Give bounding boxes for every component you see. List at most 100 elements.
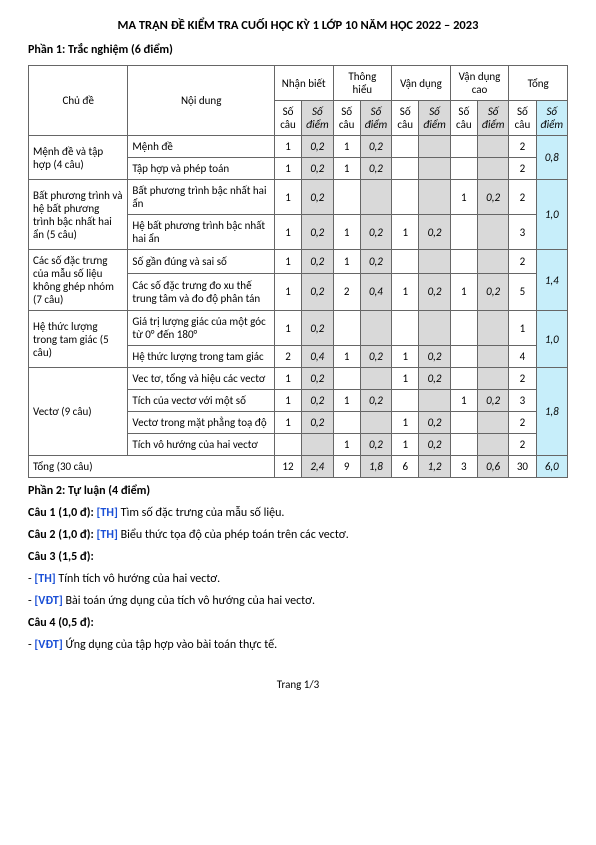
- table-cell: 2: [509, 250, 536, 274]
- table-cell: [360, 311, 391, 346]
- table-cell: [392, 158, 419, 180]
- head-lvl-1: Thông hiểu: [333, 66, 392, 101]
- q3b-tag: [VĐT]: [34, 594, 62, 608]
- table-cell: 0,4: [302, 346, 333, 368]
- table-cell: [360, 412, 391, 434]
- table-cell: [419, 311, 450, 346]
- table-cell: 1: [274, 250, 301, 274]
- table-cell: 0,2: [419, 412, 450, 434]
- table-cell: [333, 412, 360, 434]
- sub-tongdiem: Số điểm: [536, 101, 567, 136]
- page-title: MA TRẬN ĐỀ KIỂM TRA CUỐI HỌC KỲ 1 LỚP 10…: [28, 18, 568, 33]
- table-cell: [450, 158, 477, 180]
- table-cell: 0,2: [419, 215, 450, 250]
- table-cell: [419, 390, 450, 412]
- table-cell: [392, 180, 419, 215]
- table-cell: 1: [333, 215, 360, 250]
- table-cell: 3: [509, 215, 536, 250]
- q3-b: - [VĐT] Bài toán ứng dụng của tích vô hư…: [28, 594, 568, 608]
- noidung-cell: Số gần đúng và sai số: [128, 250, 275, 274]
- table-cell: 1: [509, 311, 536, 346]
- table-cell: 2: [333, 273, 360, 310]
- table-cell: 0,2: [360, 390, 391, 412]
- table-cell: 1: [333, 390, 360, 412]
- table-cell: 1,2: [419, 456, 450, 478]
- table-cell: 1,8: [360, 456, 391, 478]
- table-cell: 1: [274, 273, 301, 310]
- q4a-text: Ứng dụng của tập hợp vào bài toán thực t…: [65, 638, 277, 652]
- table-cell: [477, 136, 508, 158]
- noidung-cell: Tích của vectơ với một số: [128, 390, 275, 412]
- table-row: Hệ thức lượng trong tam giác (5 câu)Giá …: [29, 311, 568, 346]
- chude-cell: Các số đặc trưng của mẫu số liệu không g…: [29, 250, 128, 311]
- table-cell: 0,2: [360, 434, 391, 456]
- noidung-cell: Vec tơ, tổng và hiệu các vectơ: [128, 368, 275, 390]
- sub-socau: Số câu: [274, 101, 301, 136]
- table-cell: [477, 158, 508, 180]
- table-cell: [450, 368, 477, 390]
- q1-prefix: Câu 1 (1,0 đ):: [28, 506, 97, 520]
- table-cell: [450, 346, 477, 368]
- table-cell: 0,2: [302, 273, 333, 310]
- sub-socau: Số câu: [392, 101, 419, 136]
- table-cell: 1: [274, 136, 301, 158]
- table-cell: 3: [509, 390, 536, 412]
- q2-tag: [TH]: [97, 528, 118, 542]
- q3a-tag: [TH]: [34, 572, 55, 586]
- table-cell: [392, 311, 419, 346]
- table-cell: 0,2: [302, 180, 333, 215]
- matrix-table: Chủ đề Nội dung Nhận biết Thông hiểu Vận…: [28, 65, 568, 478]
- table-cell: 1: [392, 215, 419, 250]
- table-cell: 1: [450, 180, 477, 215]
- table-cell: [477, 368, 508, 390]
- q2: Câu 2 (1,0 đ): [TH] Biểu thức tọa độ của…: [28, 528, 568, 542]
- sub-diem: Số điểm: [419, 101, 450, 136]
- sub-diem: Số điểm: [302, 101, 333, 136]
- table-cell: [477, 311, 508, 346]
- table-cell: 1: [274, 215, 301, 250]
- table-cell: 1: [274, 412, 301, 434]
- table-cell: 0,2: [419, 434, 450, 456]
- table-cell: [333, 311, 360, 346]
- noidung-cell: Mệnh đề: [128, 136, 275, 158]
- head-lvl-0: Nhận biết: [274, 66, 333, 101]
- head-lvl-3: Vận dụng cao: [450, 66, 509, 101]
- table-cell: [450, 250, 477, 274]
- sub-diem: Số điểm: [477, 101, 508, 136]
- table-cell: [302, 434, 333, 456]
- table-cell: [392, 250, 419, 274]
- sub-diem: Số điểm: [360, 101, 391, 136]
- table-cell: 1: [450, 273, 477, 310]
- table-cell: 2,4: [302, 456, 333, 478]
- table-cell: 1: [274, 390, 301, 412]
- q2-prefix: Câu 2 (1,0 đ):: [28, 528, 97, 542]
- noidung-cell: Giá trị lượng giác của một góc từ 0° đến…: [128, 311, 275, 346]
- table-cell: 2: [509, 158, 536, 180]
- total-label: Tổng (30 câu): [29, 456, 275, 478]
- q3-title: Câu 3 (1,5 đ):: [28, 550, 568, 564]
- head-chude: Chủ đề: [29, 66, 128, 136]
- table-cell: 1: [333, 434, 360, 456]
- table-cell: 1: [274, 368, 301, 390]
- table-cell: [477, 346, 508, 368]
- tongdiem-cell: 1,0: [536, 180, 567, 250]
- table-cell: 0,2: [302, 136, 333, 158]
- table-cell: 1: [333, 346, 360, 368]
- q3b-text: Bài toán ứng dụng của tích vô hướng của …: [65, 594, 315, 608]
- table-cell: [450, 311, 477, 346]
- q4a-tag: [VĐT]: [34, 638, 62, 652]
- table-cell: 0,4: [360, 273, 391, 310]
- table-cell: 2: [509, 412, 536, 434]
- table-cell: [360, 180, 391, 215]
- table-cell: 3: [450, 456, 477, 478]
- table-head: Chủ đề Nội dung Nhận biết Thông hiểu Vận…: [29, 66, 568, 136]
- table-cell: 1: [333, 250, 360, 274]
- table-cell: [333, 368, 360, 390]
- table-cell: [419, 158, 450, 180]
- table-cell: [477, 434, 508, 456]
- table-cell: 0,2: [419, 346, 450, 368]
- page-footer: Trang 1/3: [28, 678, 568, 691]
- noidung-cell: Vectơ trong mặt phẳng toạ độ: [128, 412, 275, 434]
- table-cell: 0,6: [477, 456, 508, 478]
- table-cell: 0,2: [302, 250, 333, 274]
